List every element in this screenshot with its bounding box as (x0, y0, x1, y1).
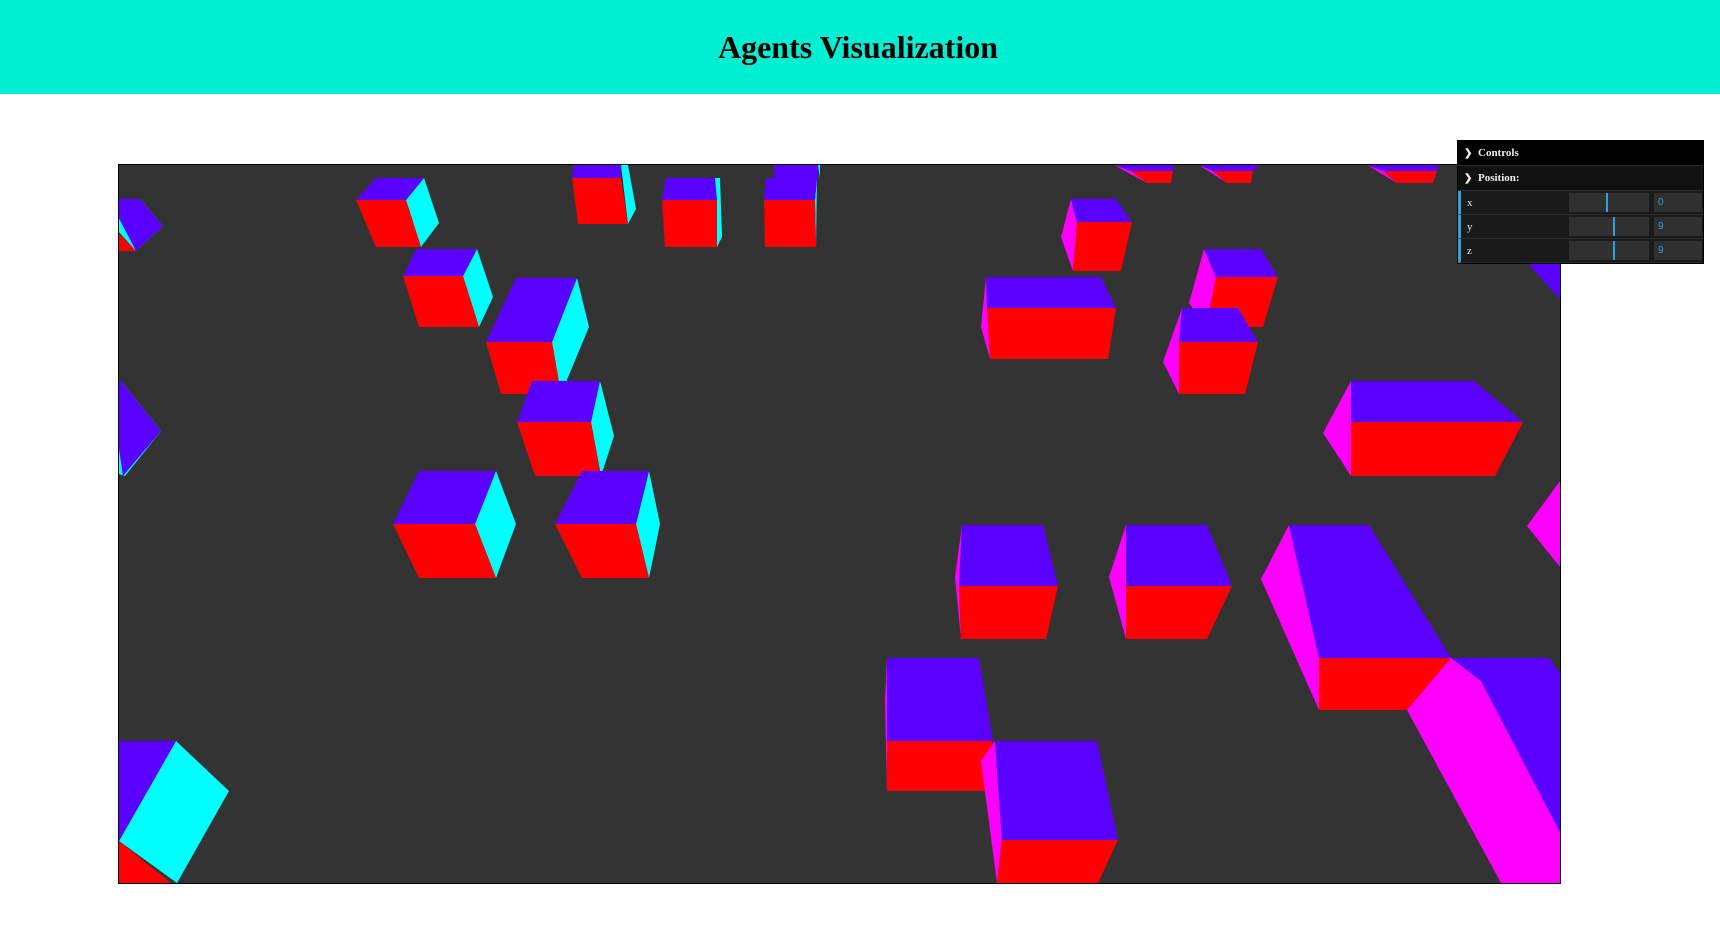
3d-viewport[interactable] (118, 164, 1561, 884)
box-4-side (815, 178, 817, 247)
box-2-top (572, 165, 621, 178)
slider-thumb (1606, 193, 1609, 212)
box-24-side (1109, 525, 1126, 639)
page-title: Agents Visualization (717, 28, 999, 65)
box-0-top (119, 199, 163, 251)
box-11-top (555, 471, 649, 524)
box-12-top (119, 741, 176, 841)
slider-thumb (1612, 217, 1615, 236)
box-15-side (1367, 165, 1397, 183)
box-19-front (1179, 342, 1258, 394)
box-7-side (552, 278, 589, 394)
box-18-side (981, 277, 990, 359)
box-1-top (356, 178, 424, 200)
box-9-front (517, 422, 601, 476)
position-y-slider[interactable] (1569, 217, 1649, 236)
box-16-side (1061, 199, 1077, 271)
box-21-side (1323, 381, 1351, 476)
box-7-top (486, 278, 577, 342)
box-24-front (1126, 586, 1232, 639)
box-14-front (1213, 171, 1253, 183)
box-12-side (119, 741, 229, 883)
box-13-side (1114, 165, 1147, 183)
box-10-top (393, 471, 496, 524)
box-9-side (591, 381, 614, 476)
box-28-side (981, 741, 1002, 883)
box-21-front (1351, 422, 1523, 476)
box-5-top (774, 165, 818, 178)
slider-thumb (1612, 241, 1615, 260)
chevron-down-icon: ❯ (1464, 172, 1473, 184)
position-z-row: z (1458, 239, 1703, 263)
box-26-top (1451, 658, 1560, 832)
box-14-side (1199, 165, 1227, 183)
box-17-top (1204, 249, 1278, 277)
box-13-top (1114, 165, 1175, 171)
box-4-front (764, 200, 816, 247)
box-4-top (764, 178, 817, 200)
box-6-side (463, 249, 493, 327)
box-1-front (356, 200, 421, 247)
position-y-row: y (1458, 215, 1703, 239)
box-19-top (1179, 308, 1258, 342)
position-folder-title: Position: (1478, 172, 1520, 184)
box-23-top (959, 525, 1058, 586)
position-z-label: z (1467, 244, 1472, 257)
position-y-label: y (1467, 220, 1473, 233)
position-x-label: x (1467, 196, 1473, 209)
box-27-front (887, 741, 993, 791)
box-3-top (662, 178, 717, 200)
box-19-side (1163, 308, 1182, 394)
page-header: Agents Visualization (0, 0, 1720, 94)
box-22-side (1527, 481, 1560, 567)
box-18-front (987, 308, 1116, 359)
box-28-front (997, 840, 1118, 883)
box-11-side (636, 471, 660, 578)
box-14-top (1199, 165, 1259, 171)
box-3-front (662, 200, 717, 247)
box-15-front (1383, 171, 1437, 183)
position-y-input[interactable] (1654, 217, 1702, 236)
chevron-down-icon: ❯ (1464, 147, 1473, 159)
box-8-top (119, 381, 161, 476)
box-11-front (555, 524, 649, 578)
box-1-side (406, 178, 439, 247)
box-17-side (1189, 249, 1216, 327)
box-25-side (1261, 525, 1319, 710)
box-6-front (403, 276, 479, 327)
box-10-side (475, 471, 516, 578)
scene-canvas[interactable] (119, 165, 1560, 883)
box-2-front (572, 178, 628, 224)
box-12-front (119, 841, 171, 883)
box-21-top (1351, 381, 1523, 422)
position-x-row: x (1458, 191, 1703, 215)
box-16-front (1073, 222, 1132, 271)
position-z-slider[interactable] (1569, 241, 1649, 260)
box-13-front (1131, 171, 1173, 183)
box-27-side (885, 658, 887, 791)
controls-header[interactable]: ❯ Controls (1458, 141, 1703, 166)
box-18-top (986, 277, 1116, 308)
box-9-top (517, 381, 600, 422)
box-15-top (1367, 165, 1439, 171)
box-2-side (621, 165, 636, 224)
box-5-side (818, 165, 820, 178)
box-6-top (403, 249, 477, 276)
box-23-front (959, 586, 1058, 639)
position-x-slider[interactable] (1569, 193, 1649, 212)
box-10-front (393, 524, 496, 578)
box-23-side (955, 525, 962, 639)
box-25-top (1289, 525, 1451, 658)
position-x-input[interactable] (1654, 193, 1702, 212)
box-26-side (1407, 658, 1560, 883)
position-z-input[interactable] (1654, 241, 1702, 260)
position-folder-header[interactable]: ❯ Position: (1458, 166, 1703, 191)
controls-panel: ❯ Controls ❯ Position: x y z (1458, 141, 1703, 263)
controls-title: Controls (1478, 147, 1519, 159)
box-28-top (995, 741, 1118, 840)
box-27-top (887, 658, 993, 741)
box-24-top (1126, 525, 1232, 586)
box-16-top (1071, 199, 1132, 222)
